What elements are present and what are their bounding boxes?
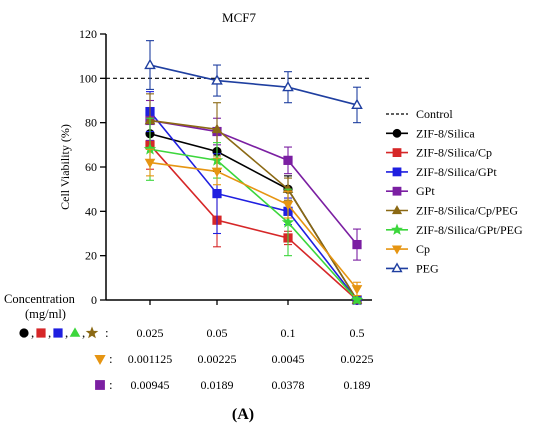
table-symbol-triangle-down-orange <box>94 354 106 365</box>
table-cell: 0.05 <box>207 326 228 340</box>
table-colon: : <box>109 351 113 366</box>
data-point <box>212 188 222 199</box>
series-peg <box>144 40 363 124</box>
data-point <box>351 285 363 295</box>
series-line <box>149 119 358 301</box>
data-point <box>144 58 156 70</box>
table-symbol-square-blue <box>53 328 63 338</box>
series-zif-8-silica-cp <box>145 119 362 305</box>
table-cell: 0.001125 <box>128 352 173 366</box>
series-line <box>149 132 358 301</box>
legend-label: GPt <box>416 184 435 198</box>
legend-label: ZIF-8/Silica/GPt <box>416 165 497 179</box>
table-cell: 0.00945 <box>131 378 170 392</box>
data-point <box>211 167 223 178</box>
table-cell: 0.025 <box>137 326 164 340</box>
table-header-unit: (mg/ml) <box>25 307 66 321</box>
table-symbol-triangle-green <box>69 327 81 337</box>
data-point <box>211 74 223 85</box>
series-line <box>149 119 358 246</box>
y-tick-label: 40 <box>85 204 97 218</box>
y-tick-label: 0 <box>91 293 97 307</box>
table-colon: : <box>105 325 109 340</box>
data-point <box>350 293 364 306</box>
legend-label: ZIF-8/Silica <box>416 126 475 140</box>
legend-label: ZIF-8/Silica/Cp/PEG <box>416 204 518 218</box>
data-point <box>282 80 294 92</box>
y-tick-label: 20 <box>85 249 97 263</box>
legend-swatch-marker <box>392 167 402 177</box>
legend-label: ZIF-8/Silica/GPt/PEG <box>416 223 523 237</box>
legend-swatch-marker <box>392 148 402 158</box>
figure-label: (A) <box>232 406 254 423</box>
table-row: ,,,,: 0.025 0.05 0.1 0.5 <box>19 325 365 340</box>
table-cell: 0.0045 <box>272 352 305 366</box>
series-cp <box>144 148 363 297</box>
table-row: : 0.00945 0.0189 0.0378 0.189 <box>95 377 371 392</box>
legend-label: Cp <box>416 242 430 256</box>
table-cell: 0.5 <box>350 326 365 340</box>
data-point <box>281 215 295 228</box>
series-line <box>149 144 358 301</box>
table-symbol-circle-black <box>19 328 29 338</box>
y-tick-label: 120 <box>79 27 97 41</box>
y-tick-label: 80 <box>85 116 97 130</box>
table-header-label: Concentration <box>4 292 76 306</box>
table-cell: 0.0189 <box>201 378 234 392</box>
series-line <box>149 161 358 290</box>
data-point <box>352 239 362 250</box>
legend-swatch-marker <box>391 205 403 215</box>
table-colon: : <box>109 377 113 392</box>
legend: Control ZIF-8/Silica ZIF-8/Silica/Cp ZIF-8/… <box>386 107 523 275</box>
table-symbol-separator: , <box>48 325 51 340</box>
table-symbol-separator: , <box>31 325 34 340</box>
data-point <box>144 158 156 169</box>
legend-swatch-marker <box>392 186 402 196</box>
data-point <box>283 155 293 165</box>
legend-label: ZIF-8/Silica/Cp <box>416 146 492 160</box>
y-tick-label: 60 <box>85 160 97 174</box>
legend-swatch-marker <box>391 223 403 235</box>
data-point <box>351 98 363 109</box>
y-tick-label: 100 <box>79 71 97 85</box>
table-cell: 0.189 <box>344 378 371 392</box>
table-cell: 0.1 <box>281 326 296 340</box>
series-line <box>149 148 358 301</box>
legend-swatch-marker <box>392 128 402 138</box>
table-symbol-star-brown <box>85 326 99 339</box>
series-line <box>149 111 358 301</box>
legend-swatch-marker <box>391 262 403 273</box>
table-symbol-square-purple <box>95 380 105 390</box>
chart-title: MCF7 <box>222 10 256 25</box>
table-symbol-separator: , <box>65 325 68 340</box>
data-point <box>282 200 294 211</box>
legend-swatch-marker <box>391 245 403 255</box>
y-axis-label: Cell Viability (%) <box>58 124 72 210</box>
table-cell: 0.0378 <box>272 378 305 392</box>
legend-label: PEG <box>416 261 439 275</box>
table-cell: 0.00225 <box>198 352 237 366</box>
data-point <box>211 123 223 134</box>
table-cell: 0.0225 <box>341 352 374 366</box>
legend-label: Control <box>416 107 453 121</box>
table-symbol-separator: , <box>82 325 85 340</box>
table-row: : 0.001125 0.00225 0.0045 0.0225 <box>94 351 374 366</box>
series-line <box>149 64 358 106</box>
table-symbol-square-red <box>36 328 46 338</box>
